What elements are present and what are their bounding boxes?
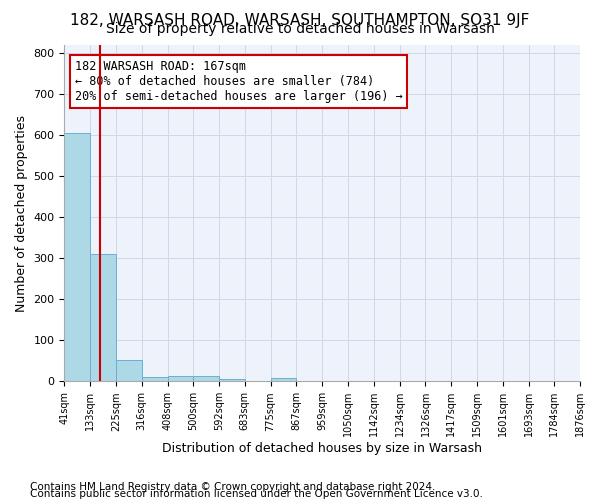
Bar — [167, 376, 193, 382]
Bar — [219, 380, 245, 382]
Bar — [271, 378, 296, 382]
Y-axis label: Number of detached properties: Number of detached properties — [15, 114, 28, 312]
Text: 182 WARSASH ROAD: 167sqm
← 80% of detached houses are smaller (784)
20% of semi-: 182 WARSASH ROAD: 167sqm ← 80% of detach… — [75, 60, 403, 103]
Bar — [116, 360, 142, 382]
Bar — [193, 376, 219, 382]
X-axis label: Distribution of detached houses by size in Warsash: Distribution of detached houses by size … — [162, 442, 482, 455]
Text: Contains public sector information licensed under the Open Government Licence v3: Contains public sector information licen… — [30, 489, 483, 499]
Bar — [90, 254, 116, 382]
Text: Contains HM Land Registry data © Crown copyright and database right 2024.: Contains HM Land Registry data © Crown c… — [30, 482, 436, 492]
Text: 182, WARSASH ROAD, WARSASH, SOUTHAMPTON, SO31 9JF: 182, WARSASH ROAD, WARSASH, SOUTHAMPTON,… — [70, 12, 530, 28]
Bar — [64, 133, 90, 382]
Text: Size of property relative to detached houses in Warsash: Size of property relative to detached ho… — [106, 22, 494, 36]
Bar — [142, 377, 167, 382]
